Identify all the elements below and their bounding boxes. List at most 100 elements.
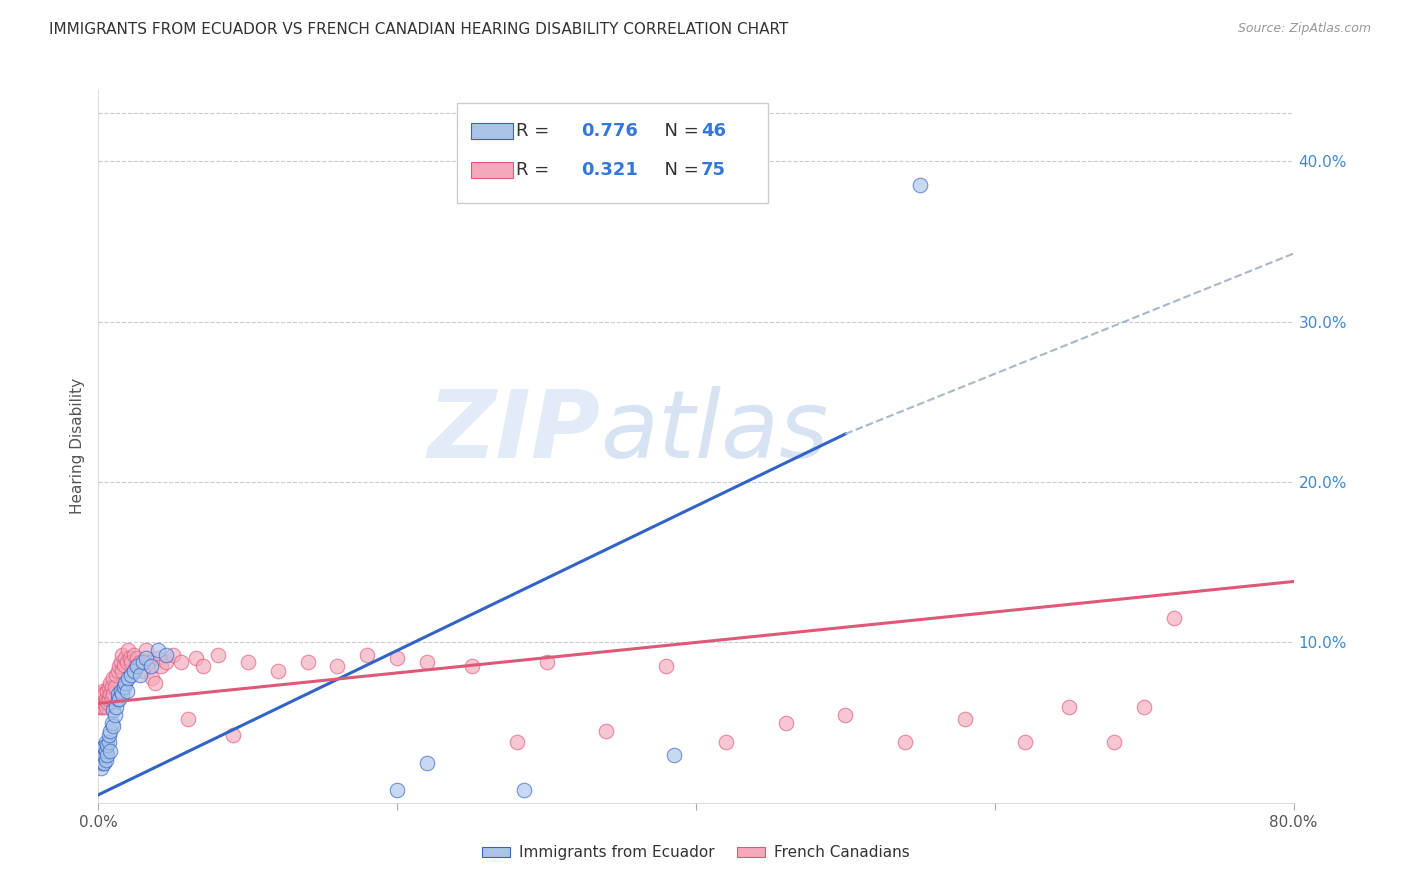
Point [96,695,118,709]
Point [1133,699,1156,714]
Point [90,699,112,714]
Legend: Immigrants from Ecuador, French Canadians: Immigrants from Ecuador, French Canadian… [477,839,915,866]
Point [191,659,214,673]
Point [90,751,112,765]
Point [91,756,114,770]
Point [118,651,141,665]
Point [89,699,111,714]
Point [97,691,120,706]
Point [103,719,125,733]
Point [1059,699,1081,714]
Point [536,655,558,669]
Point [125,659,148,673]
Point [98,744,122,758]
Point [236,655,259,669]
Point [93,697,115,711]
Point [101,681,124,695]
Point [124,648,146,663]
Point [90,687,112,701]
Point [127,651,149,665]
Point [207,648,229,663]
Point [96,747,118,762]
Point [162,648,184,663]
Point [105,699,128,714]
Text: 0.321: 0.321 [581,161,638,178]
Point [93,739,115,754]
Point [103,703,125,717]
Point [326,659,349,673]
Text: N =: N = [652,122,704,140]
Point [953,713,976,727]
Point [111,687,134,701]
Point [297,655,319,669]
Point [98,687,122,701]
Point [91,683,114,698]
Point [416,756,439,770]
Point [105,667,128,681]
Point [115,655,138,669]
Point [222,728,245,742]
Point [1163,611,1185,625]
Point [115,683,138,698]
Point [148,651,170,665]
Point [155,655,177,669]
Point [98,675,122,690]
Point [385,651,409,665]
Point [177,713,200,727]
Text: 75: 75 [700,161,725,178]
Point [91,699,114,714]
Point [111,648,134,663]
Point [91,739,114,754]
Point [513,783,536,797]
Point [107,691,129,706]
Point [124,665,146,679]
Point [97,728,120,742]
Point [108,659,131,673]
Text: ZIP: ZIP [427,385,600,478]
Point [93,687,115,701]
Point [96,683,118,698]
Point [141,671,163,685]
Point [775,715,797,730]
Point [714,735,737,749]
Point [94,699,117,714]
Point [1014,735,1036,749]
Point [94,735,117,749]
Point [120,667,142,681]
Point [662,747,685,762]
Point [90,760,112,774]
Point [110,655,132,669]
Bar [471,162,513,178]
Point [120,655,142,669]
Point [91,691,114,706]
Point [143,675,166,690]
Point [1104,735,1126,749]
Point [94,691,117,706]
Point [89,691,111,706]
Text: R =: R = [516,122,554,140]
Point [117,671,139,685]
Point [112,657,135,672]
Point [103,671,125,685]
Text: R =: R = [516,161,554,178]
Text: 46: 46 [700,122,725,140]
Point [107,665,129,679]
Point [93,747,115,762]
Point [148,643,170,657]
Point [356,648,378,663]
Point [129,667,152,681]
Point [117,643,139,657]
Point [132,665,155,679]
Point [169,655,191,669]
Point [114,651,136,665]
Bar [471,123,513,139]
Point [132,655,155,669]
Point [461,659,484,673]
Point [908,178,931,193]
Point [91,747,114,762]
Point [96,738,118,752]
Point [110,683,132,698]
Point [150,659,173,673]
Point [894,735,917,749]
Point [103,687,125,701]
